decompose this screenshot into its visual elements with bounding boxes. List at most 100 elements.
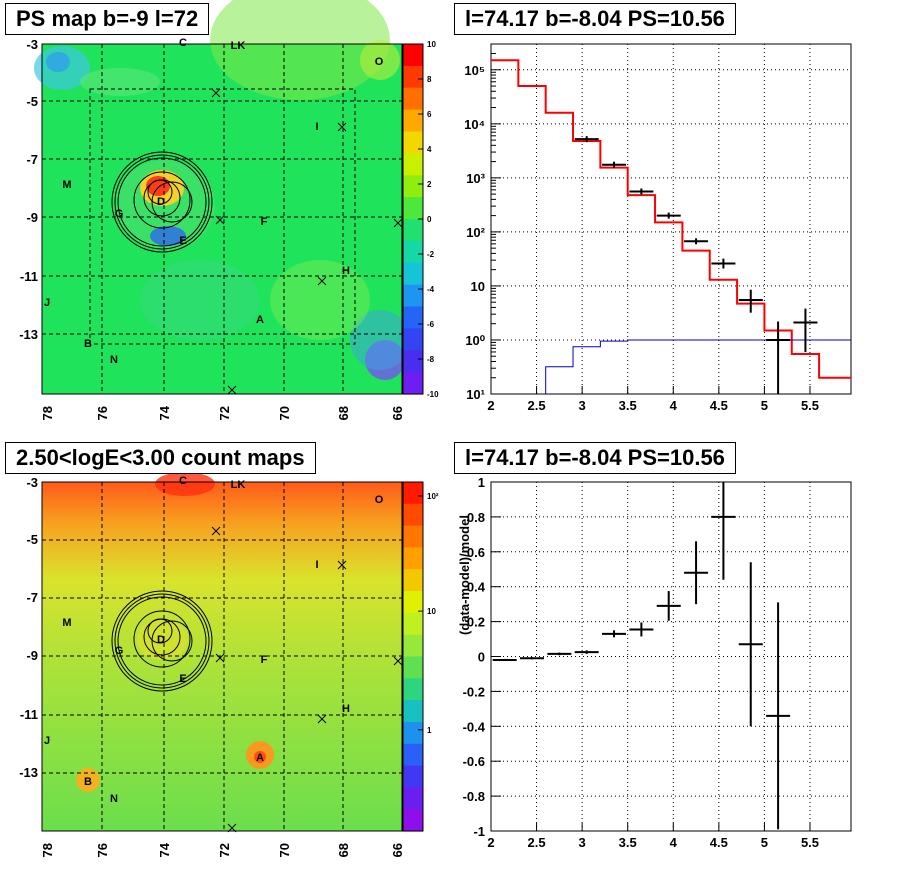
- map-cross-marker: [317, 714, 327, 724]
- residual-data-point: [766, 602, 791, 830]
- map-source-label-h: H: [342, 265, 350, 277]
- residual-title: l=74.17 b=-8.04 PS=10.56: [454, 442, 736, 474]
- map-source-label-d: D: [157, 634, 165, 646]
- spectrum-x-tick-label: 4.5: [710, 398, 728, 413]
- spectrum-y-tick-label: 10⁰: [465, 333, 485, 348]
- spectrum-x-tick-label: 2: [487, 398, 494, 413]
- bl-y-tick-label: -5: [26, 532, 38, 547]
- map-cross-marker: [227, 385, 237, 395]
- spectrum-data-point: [684, 238, 709, 245]
- ps-map-colorbar: 10 8 6 4 2 0 -2 -4 -6 -8 -10: [402, 40, 439, 399]
- residual-data-point: [492, 658, 517, 662]
- bl-y-tick-label: -9: [26, 648, 38, 663]
- colorbar-tick-label: 6: [427, 110, 432, 119]
- map-cross-marker: [393, 656, 403, 666]
- tl-x-tick-label: 74: [157, 405, 172, 420]
- residual-x-tick-label: 4.5: [710, 835, 728, 850]
- residual-y-tick-label: -0.2: [463, 684, 485, 699]
- map-source-label-d: D: [157, 196, 165, 208]
- residual-y-tick-label: -0.8: [463, 789, 485, 804]
- map-source-label-f: F: [261, 654, 268, 666]
- map-source-label-o: O: [375, 494, 384, 506]
- map-source-label-c: C: [179, 37, 187, 49]
- map-source-label-i: I: [315, 121, 318, 133]
- residual-data-point: [574, 650, 599, 654]
- colorbar-tick-label: 0: [427, 215, 432, 224]
- colorbar-tick-label: -6: [427, 320, 435, 329]
- colorbar-tick-label: -4: [427, 285, 435, 294]
- ps-map-background: [42, 44, 402, 394]
- tl-y-tick-label: -9: [26, 210, 38, 225]
- residual-data-point: [738, 562, 763, 727]
- spectrum-data-point: [738, 289, 763, 313]
- map-source-label-o: O: [375, 56, 384, 68]
- tl-x-tick-label: 66: [390, 406, 405, 420]
- map-source-label-g: G: [115, 645, 124, 657]
- map-cross-marker: [337, 122, 347, 132]
- spectrum-x-tick-label: 4: [670, 398, 678, 413]
- spectrum-panel: 2 2.5 3 3.5 4 4.5 5 5.5 10¹ 10⁰ 10 10² 10³ 10⁴ 10⁵: [464, 43, 852, 413]
- residual-data-point: [684, 541, 709, 605]
- count-map-grid: [42, 482, 402, 831]
- colorbar-tick-label: -2: [427, 250, 435, 259]
- residual-y-tick-label: -0.4: [463, 719, 486, 734]
- count-map-colorbar: 10² 10 1: [402, 481, 439, 832]
- spectrum-y-tick-label: 10⁴: [464, 117, 485, 132]
- map-source-label-a: A: [256, 314, 264, 326]
- residual-x-tick-label: 3: [579, 835, 586, 850]
- ps-map-title: PS map b=-9 l=72: [5, 3, 210, 35]
- spectrum-title: l=74.17 b=-8.04 PS=10.56: [454, 3, 736, 35]
- spectrum-data-point: [574, 136, 599, 143]
- map-source-label-g: G: [115, 208, 124, 220]
- spectrum-x-tick-label: 5: [761, 398, 768, 413]
- map-cross-marker: [211, 526, 221, 536]
- map-source-label-lk: LK: [231, 479, 246, 491]
- residual-x-tick-label: 3.5: [619, 835, 637, 850]
- map-cross-marker: [215, 653, 225, 663]
- tl-x-tick-label: 70: [277, 406, 292, 420]
- residual-y-tick-label: -0.6: [463, 754, 485, 769]
- bl-x-tick-label: 66: [390, 843, 405, 857]
- residual-panel: 2 2.5 3 3.5 4 4.5 5 5.5 1 0.8 0.6 0.4 0.2 0 -0.2 -0.4 -0…: [457, 475, 852, 850]
- residual-y-tick-label: 0: [478, 650, 485, 665]
- ps-map-circles: [111, 151, 213, 253]
- residual-x-tick-label: 2: [487, 835, 494, 850]
- bl-y-tick-label: -13: [19, 765, 38, 780]
- map-source-label-n: N: [110, 354, 118, 366]
- spectrum-y-tick-label: 10: [471, 279, 485, 294]
- tl-y-tick-label: -7: [26, 152, 38, 167]
- spectrum-y-tick-label: 10²: [466, 225, 485, 240]
- residual-x-tick-label: 2.5: [528, 835, 546, 850]
- colorbar-tick-label: 8: [427, 75, 432, 84]
- bl-x-tick-label: 78: [40, 843, 55, 857]
- source-spectrum-line: [545, 339, 851, 394]
- map-cross-marker: [317, 276, 327, 286]
- map-source-label-b: B: [84, 776, 92, 788]
- count-map-circles: [111, 590, 213, 692]
- map-source-label-lk: LK: [231, 40, 246, 52]
- spectrum-data-point: [766, 321, 791, 394]
- map-source-label-b: B: [84, 338, 92, 350]
- count-map-panel: [41, 472, 403, 832]
- residual-y-tick-label: 0.4: [467, 580, 486, 595]
- spectrum-data-point: [602, 161, 627, 168]
- residual-x-tick-label: 5: [761, 835, 768, 850]
- map-source-label-j: J: [44, 735, 50, 747]
- residual-data-point: [656, 591, 681, 621]
- colorbar-tick-label: -10: [427, 390, 439, 399]
- tl-x-tick-label: 72: [217, 406, 232, 420]
- colorbar-tick-label: 1: [427, 726, 432, 735]
- residual-x-tick-label: 4: [670, 835, 678, 850]
- map-source-label-a: A: [256, 752, 264, 764]
- colorbar-tick-label: 10²: [427, 492, 439, 501]
- map-source-label-f: F: [261, 216, 268, 228]
- residual-data-point: [520, 657, 545, 660]
- model-spectrum-line: [491, 59, 851, 379]
- spectrum-x-tick-label: 2.5: [528, 398, 546, 413]
- residual-data-point: [547, 652, 572, 656]
- residual-x-tick-label: 5.5: [801, 835, 819, 850]
- residual-data-point: [711, 482, 736, 580]
- spectrum-data-point: [629, 188, 654, 195]
- residual-y-tick-label: 0.6: [467, 545, 485, 560]
